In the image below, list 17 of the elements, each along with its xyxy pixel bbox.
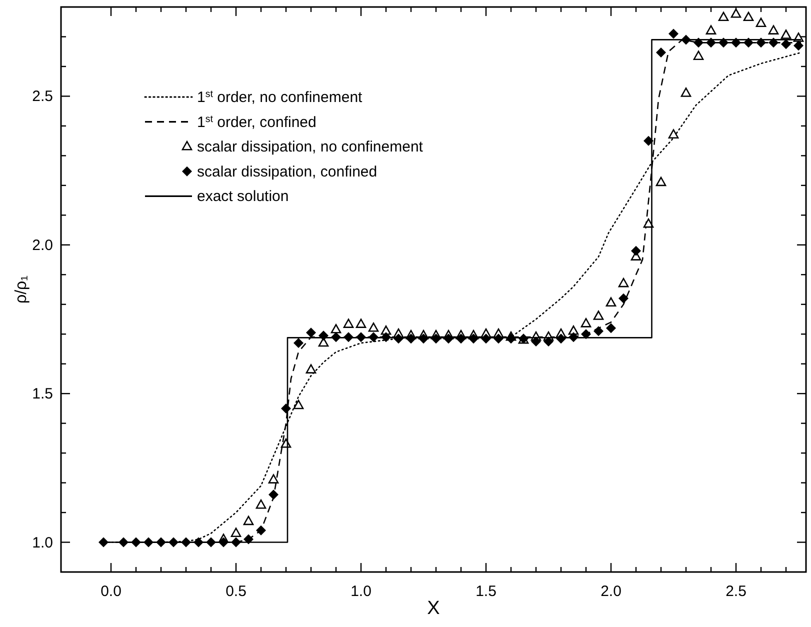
x-tick-label: 1.5 xyxy=(476,583,496,600)
x-axis-title: X xyxy=(427,598,440,619)
legend-label: scalar dissipation, no confinement xyxy=(197,138,424,156)
x-tick-label: 0.0 xyxy=(100,583,122,600)
y-tick-label: 1.5 xyxy=(32,386,53,403)
y-tick-label: 1.0 xyxy=(32,534,53,552)
x-tick-label: 1.0 xyxy=(350,583,372,600)
legend-label: 1$^{st}$ order, no confinement xyxy=(197,88,364,106)
y-tick-label: 2.0 xyxy=(32,236,53,254)
legend-label: exact solution xyxy=(197,188,289,206)
x-tick-label: 2.5 xyxy=(726,583,746,600)
legend-label: scalar dissipation, confined xyxy=(197,163,378,180)
y-tick-label: 2.5 xyxy=(32,88,53,106)
x-tick-label: 2.0 xyxy=(600,583,622,600)
x-tick-label: 0.5 xyxy=(226,583,246,600)
legend-label: 1$^{st}$ order, confined xyxy=(197,113,316,131)
y-axis-title: ρ/ρ₁ xyxy=(13,275,30,304)
